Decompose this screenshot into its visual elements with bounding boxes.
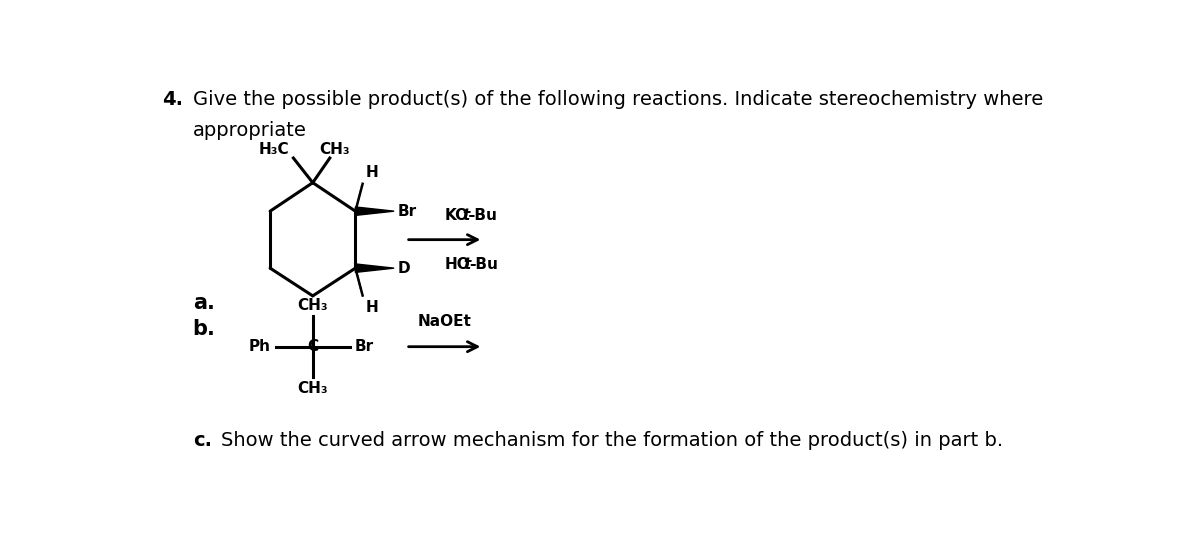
Polygon shape <box>355 264 394 272</box>
Text: HO-: HO- <box>444 258 476 272</box>
Text: t: t <box>463 258 470 272</box>
Text: appropriate: appropriate <box>193 121 306 140</box>
Text: C: C <box>307 339 318 354</box>
Text: a.: a. <box>193 293 215 313</box>
Text: CH₃: CH₃ <box>319 142 349 156</box>
Text: D: D <box>398 261 410 276</box>
Text: H₃C: H₃C <box>259 142 289 156</box>
Text: NaOEt: NaOEt <box>418 314 472 329</box>
Text: Ph: Ph <box>248 339 271 354</box>
Text: CH₃: CH₃ <box>298 298 328 313</box>
Text: -Bu: -Bu <box>468 208 498 224</box>
Polygon shape <box>355 207 394 216</box>
Text: Br: Br <box>398 203 418 219</box>
Text: Show the curved arrow mechanism for the formation of the product(s) in part b.: Show the curved arrow mechanism for the … <box>221 431 1003 450</box>
Text: t: t <box>462 208 469 224</box>
Text: Give the possible product(s) of the following reactions. Indicate stereochemistr: Give the possible product(s) of the foll… <box>193 90 1043 109</box>
Text: H: H <box>366 165 378 181</box>
Text: b.: b. <box>193 319 216 339</box>
Text: 4.: 4. <box>162 90 182 109</box>
Text: KO-: KO- <box>444 208 475 224</box>
Text: -Bu: -Bu <box>469 258 498 272</box>
Text: CH₃: CH₃ <box>298 381 328 395</box>
Text: Br: Br <box>355 339 373 354</box>
Text: H: H <box>366 300 378 315</box>
Text: c.: c. <box>193 431 211 450</box>
